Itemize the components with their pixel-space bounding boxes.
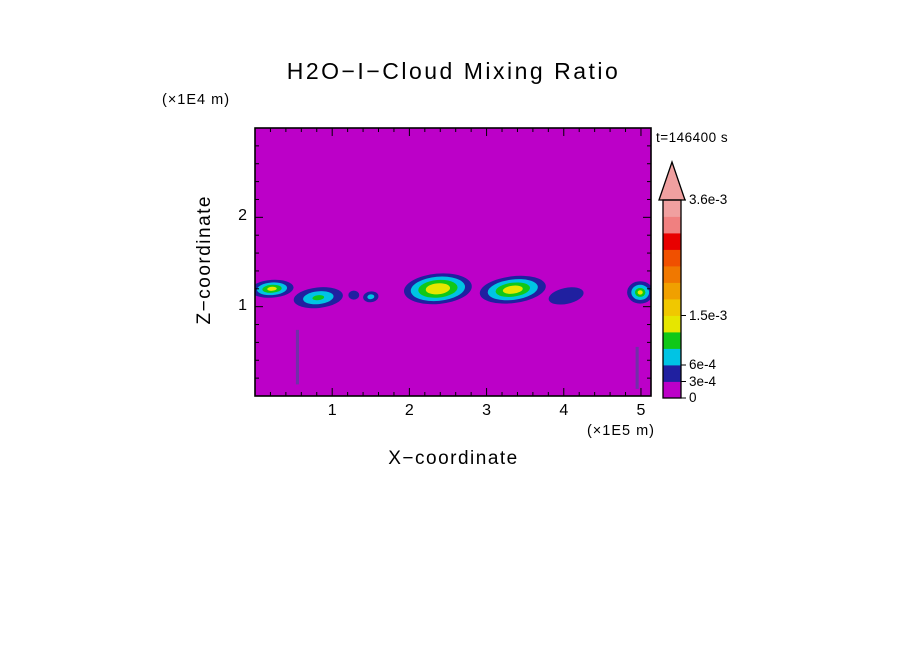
cloud-contour-level-1 bbox=[348, 290, 360, 300]
x-tick-label: 2 bbox=[404, 402, 414, 419]
x-tick-label: 1 bbox=[327, 402, 337, 419]
colorbar-segment bbox=[663, 381, 681, 399]
colorbar-segment bbox=[663, 348, 681, 366]
chart-title: H2O−I−Cloud Mixing Ratio bbox=[286, 58, 621, 84]
x-tick-label: 4 bbox=[559, 402, 569, 419]
y-axis-label-text: Z−coordinate bbox=[194, 195, 215, 325]
cloud-feature bbox=[348, 290, 360, 300]
fall-streak bbox=[635, 346, 639, 389]
cloud-feature bbox=[404, 273, 472, 305]
colorbar-border bbox=[662, 199, 682, 399]
x-axis-unit: (×1E5 m) bbox=[586, 423, 655, 439]
colorbar-tick-label: 1.5e-3 bbox=[689, 307, 728, 323]
cloud-contour-level-4 bbox=[637, 290, 643, 295]
cloud-feature bbox=[479, 275, 546, 304]
cloud-feature bbox=[363, 291, 379, 303]
cloud-contour-level-3 bbox=[312, 295, 325, 301]
cloud-feature bbox=[627, 281, 651, 304]
colorbar-segment bbox=[663, 249, 681, 267]
plot-background bbox=[255, 128, 651, 396]
axis-ticks bbox=[255, 128, 651, 396]
cloud-contour-level-2 bbox=[367, 294, 375, 300]
colorbar-tick-label: 0 bbox=[689, 390, 697, 405]
colorbar-tick-label: 3e-4 bbox=[689, 373, 717, 389]
colorbar-segment bbox=[663, 365, 681, 382]
colorbar-tick-label: 6e-4 bbox=[689, 357, 717, 372]
x-tick-label: 3 bbox=[482, 402, 492, 419]
colorbar-segment bbox=[663, 315, 681, 333]
cloud-feature bbox=[255, 279, 294, 298]
cloud-contour-level-4 bbox=[425, 283, 451, 295]
x-tick-label: 5 bbox=[636, 402, 646, 419]
cloud-feature bbox=[548, 287, 584, 305]
plot-field bbox=[255, 273, 651, 389]
colorbar-segment bbox=[663, 332, 681, 349]
cloud-feature bbox=[293, 287, 343, 309]
y-axis-label: Z−coordinate bbox=[192, 150, 218, 370]
y-axis-unit: (×1E4 m) bbox=[162, 92, 231, 108]
colorbar-segment bbox=[663, 216, 681, 234]
plot-border bbox=[254, 127, 652, 397]
colorbar-overflow-arrow bbox=[658, 159, 686, 201]
colorbar bbox=[658, 159, 686, 399]
x-axis-label: X−coordinate bbox=[388, 448, 519, 469]
cloud-contour-level-4 bbox=[502, 285, 523, 294]
y-tick-label: 2 bbox=[238, 207, 247, 225]
colorbar-segment bbox=[663, 266, 681, 283]
cloud-contour-level-4 bbox=[267, 286, 277, 291]
colorbar-segment bbox=[663, 233, 681, 250]
colorbar-segment bbox=[663, 282, 681, 300]
colorbar-segment bbox=[663, 200, 681, 217]
cloud-contour-level-1 bbox=[548, 287, 584, 305]
heatmap-plot bbox=[254, 127, 652, 397]
colorbar-tick-label: 3.6e-3 bbox=[689, 192, 728, 207]
colorbar-segment bbox=[663, 299, 681, 316]
fall-streak bbox=[295, 329, 299, 385]
time-annotation: t=146400 s bbox=[656, 130, 729, 145]
y-tick-label: 1 bbox=[238, 296, 247, 314]
